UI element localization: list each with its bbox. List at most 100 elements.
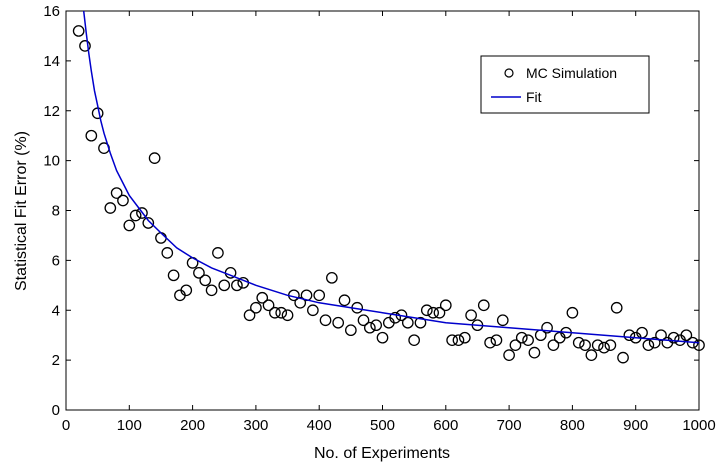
- x-tick-label: 700: [497, 417, 522, 434]
- data-point: [446, 334, 458, 347]
- fit-line-group: [82, 11, 699, 344]
- data-point: [338, 294, 351, 307]
- data-point: [199, 274, 212, 287]
- data-point: [408, 334, 420, 347]
- data-point: [231, 279, 243, 292]
- data-point: [693, 339, 705, 352]
- data-point: [389, 311, 402, 324]
- x-tick-label: 100: [117, 417, 142, 434]
- data-point: [414, 316, 427, 329]
- data-point: [357, 314, 370, 327]
- data-point: [363, 321, 376, 334]
- data-point: [332, 316, 345, 329]
- data-point: [79, 40, 91, 52]
- x-tick-label: 1000: [682, 417, 715, 434]
- x-tick-label: 600: [433, 417, 458, 434]
- data-point: [427, 306, 439, 319]
- y-tick-label: 16: [43, 3, 60, 20]
- data-point: [250, 301, 262, 314]
- data-point: [326, 271, 338, 284]
- data-point: [617, 351, 629, 364]
- x-axis-title: No. of Experiments: [314, 445, 450, 462]
- x-tick-label: 200: [180, 417, 205, 434]
- data-point: [129, 209, 142, 222]
- data-point: [218, 279, 231, 292]
- y-tick-label: 6: [52, 252, 60, 269]
- data-point: [117, 194, 129, 207]
- data-point: [680, 329, 693, 342]
- data-point: [193, 266, 205, 279]
- data-point: [370, 319, 383, 332]
- legend-label-mc-simulation: MC Simulation: [526, 65, 617, 81]
- data-point: [541, 321, 553, 334]
- y-tick-label: 10: [43, 153, 60, 170]
- data-point: [256, 291, 269, 304]
- data-point: [465, 309, 477, 322]
- data-point: [604, 339, 617, 352]
- data-point: [420, 304, 433, 317]
- legend-box: [480, 55, 650, 114]
- data-point: [85, 129, 98, 142]
- data-point: [243, 309, 256, 322]
- y-tick-label: 8: [52, 203, 60, 220]
- x-tick-label: 300: [243, 417, 268, 434]
- data-point: [313, 289, 326, 302]
- data-point: [572, 336, 585, 349]
- data-point: [167, 269, 180, 282]
- y-tick-label: 14: [43, 53, 60, 70]
- data-point: [205, 284, 218, 297]
- data-point: [490, 334, 503, 347]
- data-point: [123, 219, 136, 232]
- data-point: [642, 339, 655, 352]
- data-point: [72, 25, 85, 37]
- y-tick-label: 4: [52, 302, 60, 319]
- x-tick-label: 0: [62, 417, 70, 434]
- data-point: [161, 247, 174, 259]
- data-point: [477, 299, 490, 312]
- data-point: [281, 309, 294, 322]
- data-point: [142, 217, 155, 229]
- data-point: [667, 331, 680, 344]
- legend-marker-mc-simulation: [504, 68, 514, 78]
- data-point: [566, 306, 579, 319]
- x-tick-label: 800: [560, 417, 585, 434]
- data-point: [148, 152, 161, 164]
- data-point: [401, 316, 414, 329]
- x-tick-label: 400: [307, 417, 332, 434]
- y-tick-label: 2: [52, 352, 60, 369]
- data-point: [458, 331, 471, 344]
- data-point: [110, 187, 123, 199]
- data-point: [598, 341, 610, 354]
- data-point: [585, 349, 598, 361]
- x-tick-label: 500: [370, 417, 395, 434]
- x-tick-label: 900: [623, 417, 648, 434]
- data-point: [376, 331, 389, 344]
- data-point: [496, 314, 509, 327]
- axis-tick-labels: 0 100 200 300 400 500 600 700 800 900 1000 0 2 4 6 8 10 1…: [43, 3, 715, 434]
- data-point: [509, 339, 522, 352]
- data-point: [648, 336, 661, 349]
- legend-label-fit: Fit: [526, 89, 542, 105]
- data-point: [104, 202, 117, 214]
- data-point: [269, 306, 281, 319]
- data-point: [579, 339, 591, 352]
- data-point: [212, 247, 224, 259]
- data-point: [262, 299, 275, 312]
- data-point: [528, 346, 541, 359]
- y-tick-label: 12: [43, 103, 60, 120]
- data-point: [180, 284, 193, 297]
- data-point: [503, 349, 515, 361]
- data-point: [484, 336, 496, 349]
- data-point: [275, 306, 288, 319]
- data-point: [136, 207, 148, 219]
- data-point: [515, 331, 528, 344]
- y-axis-title: Statistical Fit Error (%): [13, 131, 30, 291]
- y-tick-label: 0: [52, 402, 60, 419]
- data-point: [522, 334, 534, 347]
- axis-ticks: [65, 10, 700, 411]
- data-point: [307, 304, 319, 317]
- data-point: [610, 301, 623, 314]
- data-point: [433, 306, 446, 319]
- data-point: [623, 329, 636, 342]
